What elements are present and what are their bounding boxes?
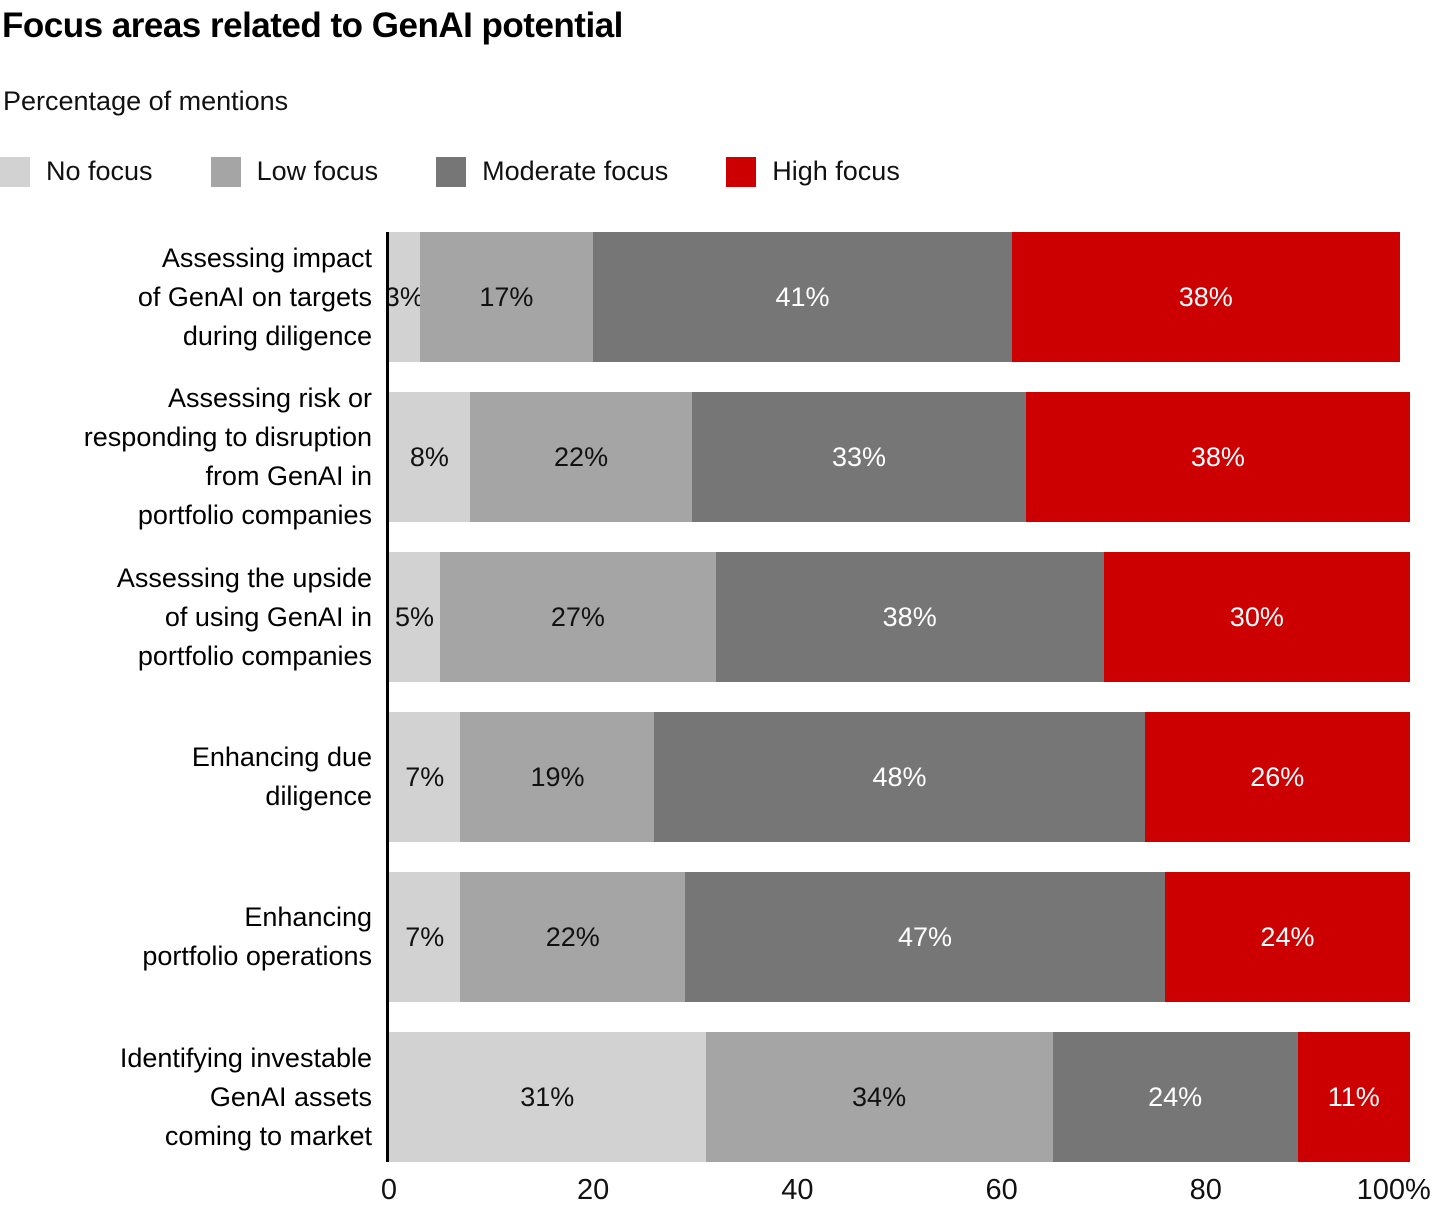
x-tick-label: 60	[985, 1174, 1018, 1206]
segment-value-label: 17%	[479, 281, 534, 312]
segment-value-label: 38%	[1190, 441, 1245, 472]
bar-row: Assessing the upside of using GenAI in p…	[0, 552, 1410, 682]
category-label: Assessing risk or responding to disrupti…	[83, 383, 372, 530]
category-label: Enhancing portfolio operations	[142, 902, 372, 971]
legend-swatch-icon	[726, 156, 757, 187]
segment-value-label: 3%	[384, 281, 424, 312]
bar-segment: 24%	[1052, 1032, 1298, 1162]
bar-row: Assessing impact of GenAI on targets dur…	[0, 232, 1410, 362]
bar-segment: 7%	[389, 712, 461, 842]
bar-segment: 38%	[1011, 232, 1400, 362]
legend-item: No focus	[0, 156, 153, 187]
bar-segment: 11%	[1297, 1032, 1410, 1162]
stacked-bar: 8% 22% 33% 38%	[389, 392, 1410, 522]
segment-value-label: 31%	[520, 1081, 575, 1112]
bar-segment: 31%	[389, 1032, 706, 1162]
legend-item: Low focus	[210, 156, 379, 187]
segment-value-label: 34%	[852, 1081, 907, 1112]
bar-segment: 41%	[593, 232, 1012, 362]
segment-value-label: 22%	[554, 441, 609, 472]
segment-value-label: 22%	[545, 921, 600, 952]
bar-segment: 22%	[460, 872, 686, 1002]
bar-row: Assessing risk or responding to disrupti…	[0, 383, 1410, 530]
stacked-bar: 7% 19% 48% 26%	[389, 712, 1410, 842]
x-tick-label: 100%	[1356, 1174, 1431, 1206]
legend-item: Moderate focus	[436, 156, 668, 187]
segment-value-label: 41%	[775, 281, 830, 312]
bar-segment: 30%	[1103, 552, 1410, 682]
bar-segment: 5%	[389, 552, 441, 682]
chart-title: Focus areas related to GenAI potential	[2, 6, 623, 45]
bar-segment: 22%	[469, 392, 693, 522]
segment-value-label: 38%	[1178, 281, 1233, 312]
stacked-bar: 31% 34% 24% 11%	[389, 1032, 1410, 1162]
segment-value-label: 30%	[1229, 601, 1284, 632]
x-axis-ticks: 0 20 40 60 80 100%	[381, 1174, 1431, 1210]
bar-segment: 38%	[715, 552, 1104, 682]
x-tick-label: 20	[577, 1174, 610, 1206]
bar-segment: 34%	[705, 1032, 1053, 1162]
legend-label: Low focus	[256, 156, 379, 186]
segment-value-label: 7%	[405, 761, 445, 792]
bar-row: Enhancing due diligence 7% 19% 48% 26%	[0, 712, 1410, 842]
legend-swatch-icon	[436, 156, 467, 187]
segment-value-label: 48%	[872, 761, 927, 792]
stacked-bar: 3% 17% 41% 38%	[385, 232, 1410, 362]
bar-segment: 24%	[1164, 872, 1410, 1002]
x-tick-label: 40	[781, 1174, 814, 1206]
category-label: Assessing impact of GenAI on targets dur…	[137, 242, 372, 351]
segment-value-label: 8%	[409, 441, 449, 472]
legend-label: High focus	[772, 156, 900, 186]
legend-swatch-icon	[0, 156, 30, 187]
bar-segment: 7%	[389, 872, 461, 1002]
segment-value-label: 24%	[1148, 1081, 1203, 1112]
x-tick-label: 80	[1189, 1174, 1222, 1206]
segment-value-label: 5%	[395, 601, 435, 632]
segment-value-label: 7%	[405, 921, 445, 952]
segment-value-label: 27%	[550, 601, 605, 632]
bar-segment: 17%	[419, 232, 594, 362]
segment-value-label: 33%	[832, 441, 887, 472]
category-label: Assessing the upside of using GenAI in p…	[116, 562, 372, 671]
bar-segment: 26%	[1144, 712, 1410, 842]
bar-segment: 19%	[460, 712, 655, 842]
x-tick-label: 0	[380, 1174, 398, 1206]
segment-value-label: 47%	[897, 921, 953, 952]
chart-subtitle: Percentage of mentions	[3, 86, 289, 116]
bar-row: Identifying investable GenAI assets comi…	[0, 1032, 1410, 1162]
segment-value-label: 24%	[1260, 921, 1315, 952]
bar-segment: 47%	[685, 872, 1165, 1002]
legend-item: High focus	[726, 156, 900, 187]
bar-segment: 27%	[440, 552, 716, 682]
segment-value-label: 11%	[1327, 1081, 1380, 1112]
category-label: Enhancing due diligence	[191, 742, 372, 811]
bar-segment: 8%	[389, 392, 470, 522]
bar-segment: 38%	[1025, 392, 1410, 522]
bar-segment: 3%	[385, 232, 424, 362]
plot-area: Assessing impact of GenAI on targets dur…	[0, 232, 1410, 1162]
segment-value-label: 38%	[882, 601, 937, 632]
legend-label: No focus	[46, 156, 153, 186]
legend-label: Moderate focus	[482, 156, 669, 186]
bar-segment: 33%	[692, 392, 1026, 522]
category-label: Identifying investable GenAI assets comi…	[119, 1042, 372, 1151]
stacked-bar: 7% 22% 47% 24%	[389, 872, 1410, 1002]
bar-row: Enhancing portfolio operations 7% 22% 47% 24…	[0, 872, 1410, 1002]
legend: No focus Low focus Moderate focus High focu…	[0, 156, 900, 187]
y-axis-line	[386, 232, 389, 1162]
legend-swatch-icon	[210, 156, 241, 187]
segment-value-label: 19%	[530, 761, 585, 792]
segment-value-label: 26%	[1250, 761, 1305, 792]
stacked-bar: 5% 27% 38% 30%	[389, 552, 1410, 682]
bar-segment: 48%	[654, 712, 1145, 842]
